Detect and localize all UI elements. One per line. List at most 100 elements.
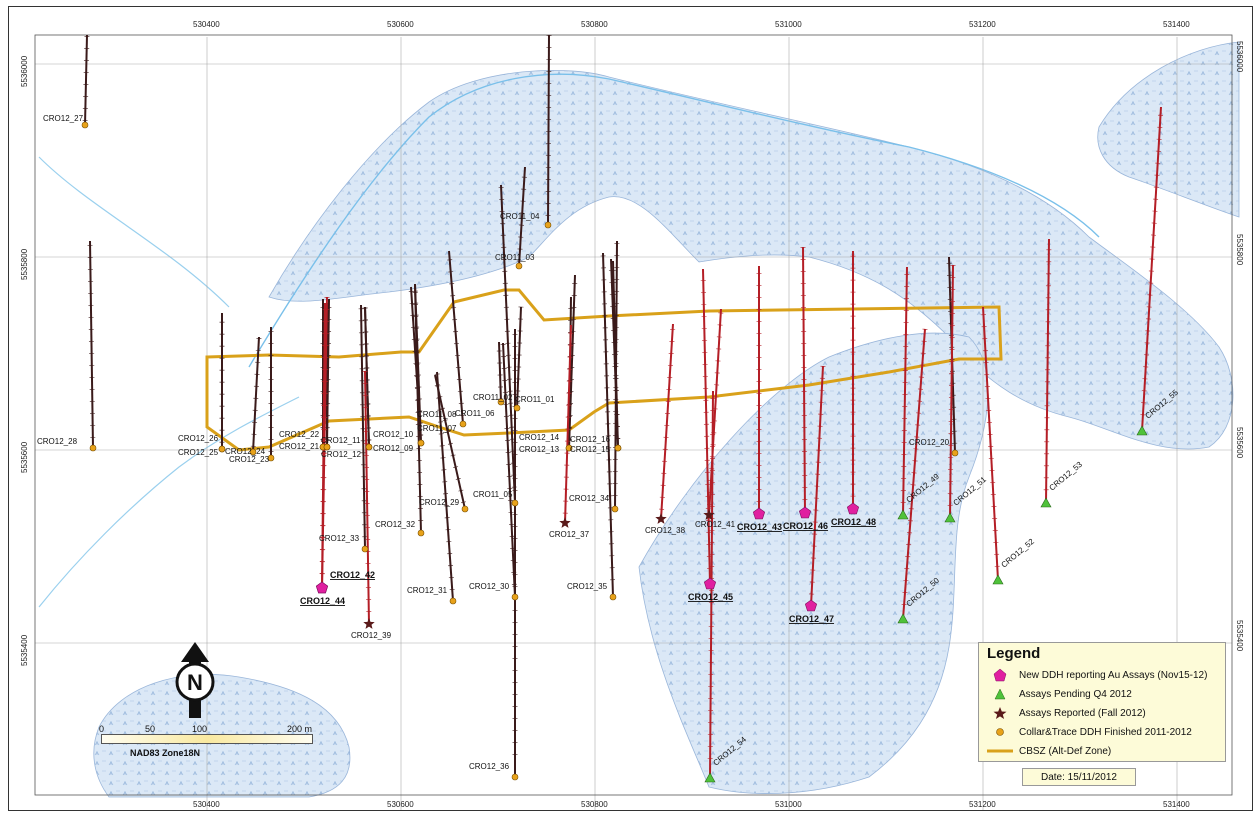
collar-icon[interactable] [544, 221, 552, 229]
triangle-icon[interactable] [897, 509, 909, 520]
drill-trace [982, 306, 999, 581]
easting-tick: 531200 [969, 800, 996, 809]
hole-label: CRO12_23 [229, 455, 270, 464]
river-southwest [38, 396, 300, 608]
legend-item-cbsz: CBSZ (Alt-Def Zone) [985, 743, 1111, 759]
triangle-icon[interactable] [704, 772, 716, 783]
collar-icon[interactable] [89, 444, 97, 452]
hole-label: CRO12_13 [519, 445, 560, 454]
hole-label: CRO12_34 [569, 494, 610, 503]
trace-tick [455, 478, 461, 480]
drill-trace [602, 252, 614, 598]
drill-trace [902, 266, 908, 516]
easting-tick: 531200 [969, 20, 996, 29]
collar-icon[interactable] [361, 545, 369, 553]
hole-label: CRO12_44 [300, 596, 345, 606]
collar-icon[interactable] [511, 593, 519, 601]
northing-tick: 5536000 [1235, 41, 1244, 73]
date-box: Date: 15/11/2012 [1022, 768, 1136, 786]
legend-label: Collar&Trace DDH Finished 2011-2012 [1019, 726, 1192, 738]
trace-tick [458, 489, 464, 492]
hole-label: CRO11_07 [417, 424, 457, 433]
line-icon [987, 749, 1013, 753]
collar-icon[interactable] [323, 443, 331, 451]
collar-icon[interactable] [511, 773, 519, 781]
pentagon-icon[interactable] [315, 581, 329, 594]
collar-icon[interactable] [609, 593, 617, 601]
collar-icon[interactable] [417, 529, 425, 537]
northing-tick: 5535400 [1235, 620, 1244, 652]
collar-icon[interactable] [511, 499, 519, 507]
drill-trace [614, 240, 618, 510]
drill-trace [547, 34, 550, 226]
pentagon-icon[interactable] [798, 506, 812, 519]
star-icon[interactable] [655, 513, 667, 524]
pentagon-icon[interactable] [752, 507, 766, 520]
easting-tick: 530400 [193, 800, 220, 809]
drill-trace [949, 264, 954, 519]
hole-label: CRO12_47 [789, 614, 834, 624]
triangle-icon[interactable] [897, 613, 909, 624]
triangle-icon[interactable] [1040, 497, 1052, 508]
pentagon-icon[interactable] [703, 577, 717, 590]
pentagon-icon[interactable] [804, 599, 818, 612]
hole-label: CRO11_03 [495, 253, 535, 262]
collar-icon[interactable] [249, 448, 257, 456]
triangle-icon[interactable] [992, 574, 1004, 585]
collar-icon[interactable] [449, 597, 457, 605]
wetland-area-east [1097, 41, 1240, 218]
hole-label: CRO12_46 [783, 521, 828, 531]
collar-icon[interactable] [611, 505, 619, 513]
collar-icon[interactable] [614, 444, 622, 452]
drill-trace [516, 306, 522, 409]
star-icon[interactable] [363, 618, 375, 629]
drill-trace [436, 371, 454, 602]
star-icon [993, 707, 1007, 719]
collar-icon[interactable] [417, 439, 425, 447]
collar-icon[interactable] [497, 398, 505, 406]
collar-icon[interactable] [513, 404, 521, 412]
collar-icon[interactable] [218, 445, 226, 453]
hole-label: CRO12_33 [319, 534, 360, 543]
collar-icon[interactable] [515, 262, 523, 270]
scale-bar: 0 50 100 200 m [97, 724, 327, 746]
drill-trace [89, 240, 94, 449]
triangle-icon[interactable] [1136, 425, 1148, 436]
scale-label-200: 200 m [287, 724, 313, 734]
legend-panel: Legend New DDH reporting Au Assays (Nov1… [978, 642, 1226, 762]
drill-trace [434, 374, 466, 510]
easting-ticks-top: 530400 530600 530800 531000 531200 53140… [193, 20, 1190, 29]
legend-item-reported: Assays Reported (Fall 2012) [985, 705, 1146, 721]
hole-label: CRO12_31 [407, 586, 448, 595]
collar-icon[interactable] [267, 454, 275, 462]
hole-label: CRO12_41 [695, 520, 736, 529]
collar-icon[interactable] [459, 420, 467, 428]
northing-tick: 5535600 [20, 441, 29, 473]
collar-icon[interactable] [565, 444, 573, 452]
star-icon[interactable] [703, 509, 715, 520]
hole-label: CRO12_25 [178, 448, 219, 457]
hole-label: CRO12_22 [279, 430, 320, 439]
hole-label: CRO12_14 [519, 433, 560, 442]
legend-label: Assays Pending Q4 2012 [1019, 688, 1132, 700]
legend-item-collar: Collar&Trace DDH Finished 2011-2012 [985, 724, 1192, 740]
drill-trace [364, 370, 370, 625]
star-icon[interactable] [559, 517, 571, 528]
hole-label: CRO12_42 [330, 570, 375, 580]
river-west [38, 156, 230, 308]
hole-label: CRO12_52 [1000, 537, 1037, 570]
hole-label: CRO12_48 [831, 517, 876, 527]
drill-trace [84, 34, 88, 126]
pentagon-icon[interactable] [846, 502, 860, 515]
easting-tick: 530800 [581, 800, 608, 809]
collar-icon[interactable] [365, 443, 373, 451]
northing-tick: 5535400 [20, 634, 29, 666]
triangle-icon[interactable] [944, 512, 956, 523]
collar-icon[interactable] [951, 449, 959, 457]
collar-icon[interactable] [81, 121, 89, 129]
scale-bar-graphic [101, 734, 313, 744]
collar-icon[interactable] [461, 505, 469, 513]
northing-ticks-left: 5536000 5535800 5535600 5535400 [20, 55, 29, 666]
hole-label: CRO12_43 [737, 522, 782, 532]
hole-label: CRO11_04 [500, 212, 540, 221]
